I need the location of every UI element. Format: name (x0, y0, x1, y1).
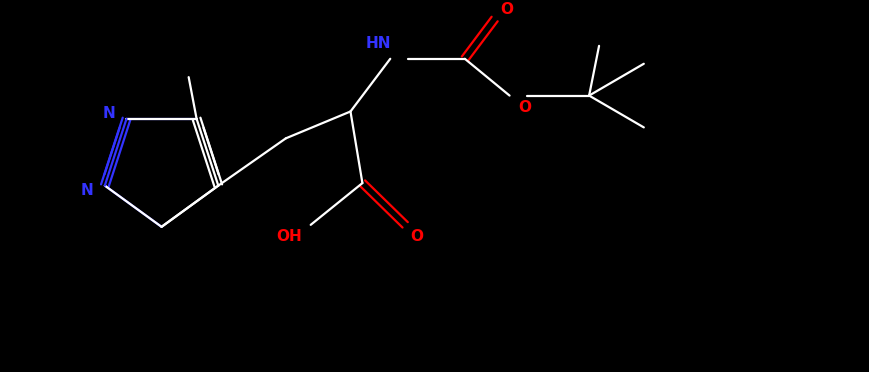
Text: OH: OH (276, 229, 302, 244)
Text: O: O (500, 1, 513, 17)
Text: HN: HN (366, 36, 391, 51)
Text: N: N (81, 183, 93, 198)
Text: O: O (410, 229, 423, 244)
Text: O: O (518, 100, 531, 115)
Text: N: N (103, 106, 115, 121)
